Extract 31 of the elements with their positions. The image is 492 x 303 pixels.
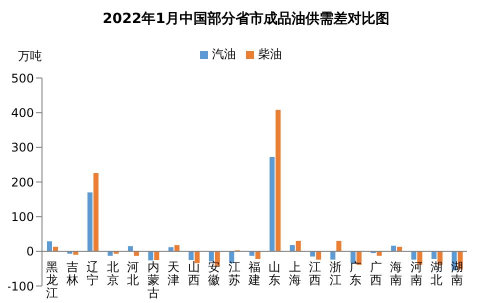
y-axis-title: 万吨: [18, 48, 42, 65]
x-tick-label: 上海: [288, 260, 301, 287]
legend-label: 汽油: [212, 47, 236, 61]
legend-label: 柴油: [258, 47, 282, 61]
y-tick-label: 200: [11, 175, 34, 190]
x-tick-label: 内蒙古: [147, 260, 160, 300]
x-tick-label: 天津: [168, 260, 180, 287]
x-tick-label: 黑龙江: [46, 260, 58, 300]
x-tick-label: 河南: [410, 260, 422, 287]
y-tick-label: 400: [11, 106, 34, 120]
x-tick-label: 河北: [127, 260, 140, 287]
x-tick-label: 山东: [268, 260, 281, 287]
x-tick-label: 福建: [248, 260, 260, 287]
x-tick-label: 海南: [390, 260, 402, 287]
chart-title: 2022年1月中国部分省市成品油供需差对比图: [102, 10, 390, 28]
x-tick-label: 吉林: [65, 260, 78, 287]
x-tick-label: 湖北: [430, 260, 443, 287]
x-tick-label: 辽宁: [86, 260, 99, 287]
x-tick-label: 浙江: [329, 260, 342, 287]
y-tick-label: 0: [26, 244, 34, 259]
x-tick-label: 江苏: [228, 260, 240, 287]
y-tick-label: 500: [11, 71, 34, 86]
x-tick-label: 湖南: [450, 260, 463, 287]
x-tick-label: 山西: [188, 260, 200, 287]
x-tick-label: 江西: [309, 260, 322, 287]
y-tick-label: 300: [11, 140, 34, 155]
y-tick-label: 100: [11, 210, 34, 224]
x-tick-label: 安徽: [208, 260, 220, 287]
x-tick-label: 广西: [370, 260, 382, 287]
x-tick-label: 广东: [350, 260, 362, 287]
x-tick-label: 北京: [106, 260, 119, 287]
